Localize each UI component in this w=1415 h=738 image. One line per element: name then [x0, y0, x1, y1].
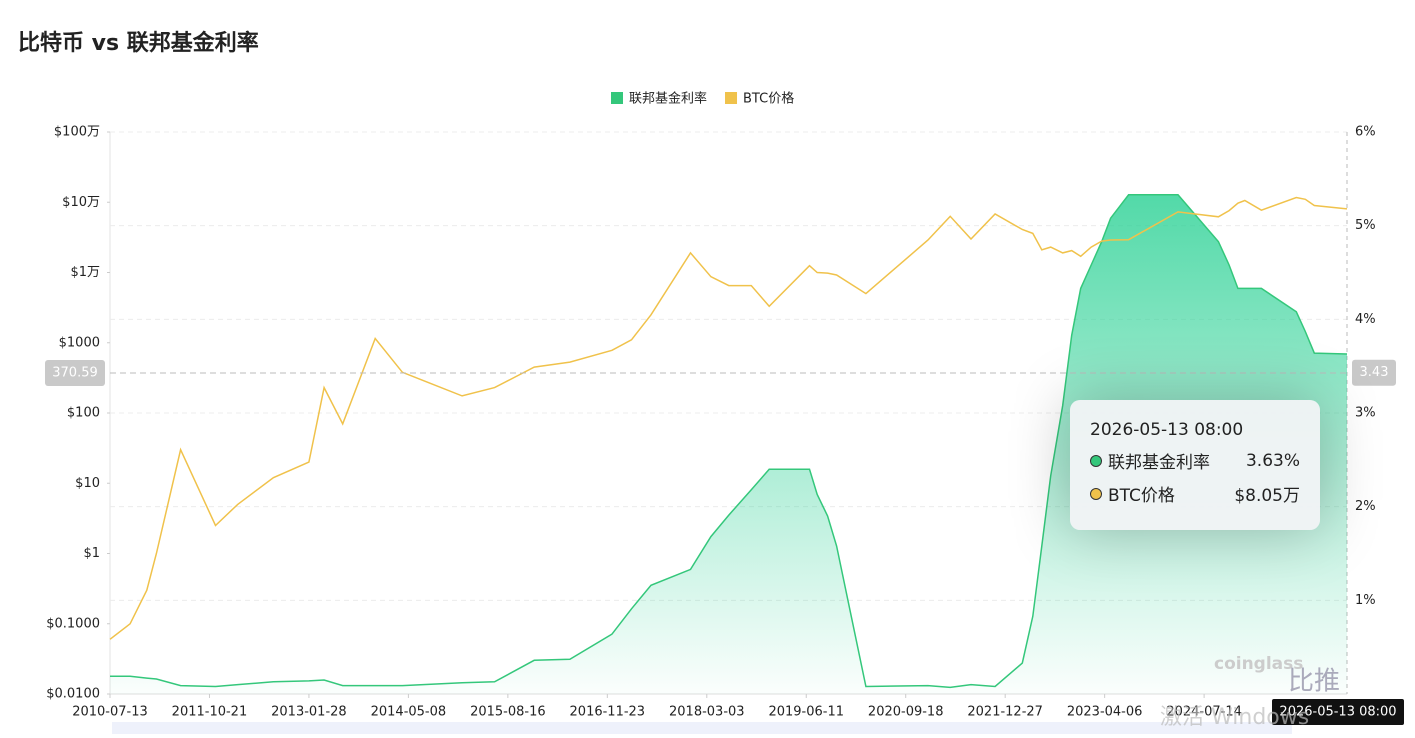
legend-label: 联邦基金利率	[629, 91, 707, 107]
x-tick-label: 2024-07-14	[1166, 705, 1242, 720]
crosshair-x-label: 2026-05-13 08:00	[1279, 705, 1396, 720]
y2-tick-label: 2%	[1355, 499, 1376, 514]
x-tick-label: 2015-08-16	[470, 705, 546, 720]
y2-tick-label: 1%	[1355, 593, 1376, 608]
tooltip-row: BTC价格 $8.05万	[1090, 481, 1300, 506]
x-tick-label: 2023-04-06	[1067, 705, 1143, 720]
y2-tick-label: 6%	[1355, 125, 1376, 140]
x-tick-label: 2019-06-11	[768, 705, 844, 720]
y-tick-label: $0.1000	[46, 616, 100, 631]
tooltip-name: 联邦基金利率	[1108, 453, 1210, 473]
tooltip-dot	[1090, 454, 1102, 467]
y2-tick-label: 4%	[1355, 312, 1376, 327]
y-tick-label: $1000	[59, 335, 100, 350]
y-tick-label: $1	[83, 546, 100, 561]
watermark: 比推	[1288, 667, 1340, 697]
tooltip-value: $8.05万	[1234, 486, 1300, 506]
x-tick-label: 2011-10-21	[172, 705, 248, 720]
tooltip-row: 联邦基金利率 3.63%	[1090, 448, 1300, 473]
crosshair-y2-label: 3.43	[1360, 365, 1389, 380]
x-tick-label: 2021-12-27	[967, 705, 1043, 720]
x-tick-label: 2018-03-03	[669, 705, 745, 720]
tooltip-title: 2026-05-13 08:00	[1090, 420, 1244, 440]
x-tick-label: 2014-05-08	[371, 705, 447, 720]
series-line	[109, 196, 1348, 640]
crosshair-y-label: 370.59	[52, 366, 98, 381]
tooltip: 2026-05-13 08:00 联邦基金利率 3.63% BTC价格 $8.05万	[1070, 400, 1320, 530]
legend-swatch	[611, 92, 623, 104]
y-tick-label: $0.0100	[46, 687, 100, 702]
y-tick-label: $10万	[62, 195, 100, 210]
x-tick-label: 2010-07-13	[72, 705, 148, 720]
watermark: 激活 Windows	[1160, 705, 1309, 730]
y2-tick-label: 3%	[1355, 406, 1376, 421]
y-tick-label: $100万	[54, 125, 100, 140]
y-tick-label: $10	[75, 476, 100, 491]
x-tick-label: 2013-01-28	[271, 705, 347, 720]
x-tick-label: 2016-11-23	[570, 705, 646, 720]
y-tick-label: $100	[67, 406, 100, 421]
chart-title: 比特币 vs 联邦基金利率	[18, 30, 259, 56]
crosshair-x-box	[1272, 699, 1404, 725]
crosshair-y-box	[45, 360, 105, 387]
scrollbar	[112, 722, 1292, 734]
crosshair-y2-box	[1352, 359, 1396, 386]
tooltip-dot	[1090, 487, 1102, 500]
y2-tick-label: 5%	[1355, 218, 1376, 233]
x-tick-label: 2020-09-18	[868, 705, 944, 720]
watermark: coinglass	[1214, 654, 1303, 674]
y-tick-label: $1万	[70, 265, 100, 280]
legend-label: BTC价格	[743, 91, 794, 107]
tooltip-name: BTC价格	[1108, 486, 1175, 506]
tooltip-value: 3.63%	[1245, 450, 1300, 471]
series-line	[110, 194, 1348, 689]
legend-swatch	[725, 92, 738, 104]
